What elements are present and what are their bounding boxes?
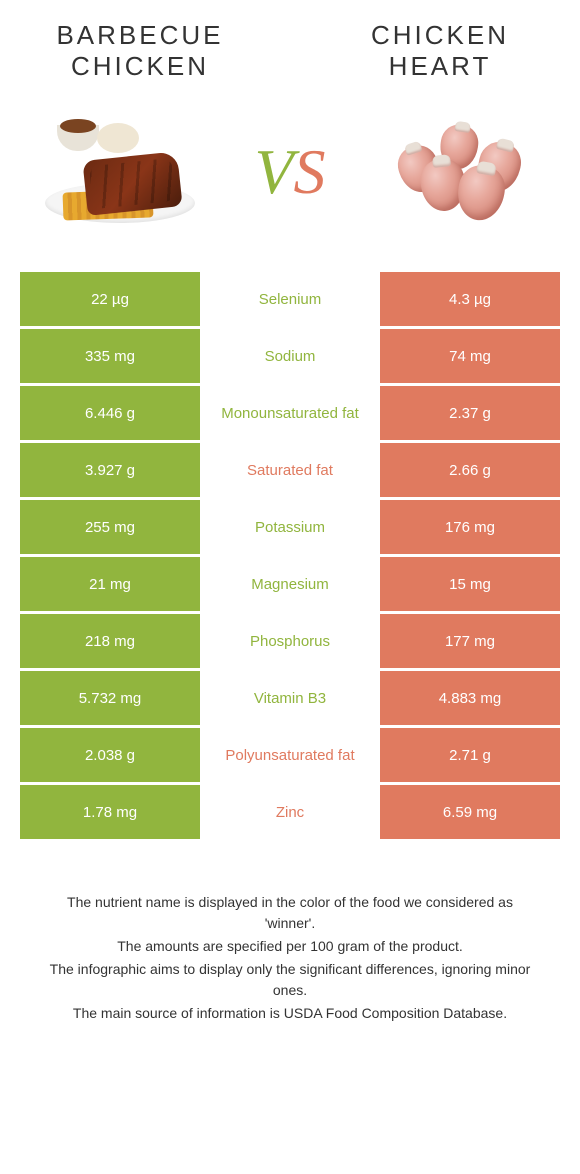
left-food-image	[40, 112, 200, 232]
right-value-cell: 2.37 g	[380, 386, 560, 440]
left-value-cell: 3.927 g	[20, 443, 200, 497]
nutrient-label-cell: Phosphorus	[200, 614, 380, 668]
right-value-cell: 2.66 g	[380, 443, 560, 497]
nutrient-label-cell: Zinc	[200, 785, 380, 839]
right-food-image	[380, 112, 540, 232]
footer-notes: The nutrient name is displayed in the co…	[0, 842, 580, 1024]
right-food-title: CHICKEN HEART	[330, 20, 550, 82]
vs-v: V	[254, 136, 293, 207]
table-row: 335 mgSodium74 mg	[20, 329, 560, 383]
left-value-cell: 22 µg	[20, 272, 200, 326]
right-value-cell: 4.3 µg	[380, 272, 560, 326]
left-value-cell: 2.038 g	[20, 728, 200, 782]
nutrient-label-cell: Sodium	[200, 329, 380, 383]
nutrient-table: 22 µgSelenium4.3 µg335 mgSodium74 mg6.44…	[20, 272, 560, 839]
table-row: 2.038 gPolyunsaturated fat2.71 g	[20, 728, 560, 782]
left-value-cell: 6.446 g	[20, 386, 200, 440]
right-value-cell: 177 mg	[380, 614, 560, 668]
nutrient-label-cell: Monounsaturated fat	[200, 386, 380, 440]
nutrient-label-cell: Polyunsaturated fat	[200, 728, 380, 782]
left-value-cell: 255 mg	[20, 500, 200, 554]
nutrient-label-cell: Vitamin B3	[200, 671, 380, 725]
table-row: 255 mgPotassium176 mg	[20, 500, 560, 554]
right-value-cell: 176 mg	[380, 500, 560, 554]
vs-label: VS	[254, 135, 325, 209]
table-row: 21 mgMagnesium15 mg	[20, 557, 560, 611]
table-row: 218 mgPhosphorus177 mg	[20, 614, 560, 668]
chicken-hearts-icon	[385, 117, 535, 227]
left-value-cell: 5.732 mg	[20, 671, 200, 725]
nutrient-label-cell: Saturated fat	[200, 443, 380, 497]
left-food-title: BARBECUE CHICKEN	[30, 20, 250, 82]
nutrient-label-cell: Selenium	[200, 272, 380, 326]
right-value-cell: 74 mg	[380, 329, 560, 383]
nutrient-label-cell: Magnesium	[200, 557, 380, 611]
header: BARBECUE CHICKEN CHICKEN HEART	[0, 0, 580, 92]
table-row: 6.446 gMonounsaturated fat2.37 g	[20, 386, 560, 440]
footer-line-3: The infographic aims to display only the…	[40, 959, 540, 1001]
footer-line-1: The nutrient name is displayed in the co…	[40, 892, 540, 934]
hero-row: VS	[0, 92, 580, 262]
left-value-cell: 21 mg	[20, 557, 200, 611]
bbq-plate-icon	[45, 117, 195, 227]
table-row: 22 µgSelenium4.3 µg	[20, 272, 560, 326]
vs-s: S	[294, 136, 326, 207]
footer-line-4: The main source of information is USDA F…	[40, 1003, 540, 1024]
left-value-cell: 1.78 mg	[20, 785, 200, 839]
table-row: 5.732 mgVitamin B34.883 mg	[20, 671, 560, 725]
left-value-cell: 218 mg	[20, 614, 200, 668]
table-row: 1.78 mgZinc6.59 mg	[20, 785, 560, 839]
table-row: 3.927 gSaturated fat2.66 g	[20, 443, 560, 497]
right-value-cell: 4.883 mg	[380, 671, 560, 725]
right-value-cell: 6.59 mg	[380, 785, 560, 839]
left-value-cell: 335 mg	[20, 329, 200, 383]
right-value-cell: 2.71 g	[380, 728, 560, 782]
footer-line-2: The amounts are specified per 100 gram o…	[40, 936, 540, 957]
nutrient-label-cell: Potassium	[200, 500, 380, 554]
right-value-cell: 15 mg	[380, 557, 560, 611]
